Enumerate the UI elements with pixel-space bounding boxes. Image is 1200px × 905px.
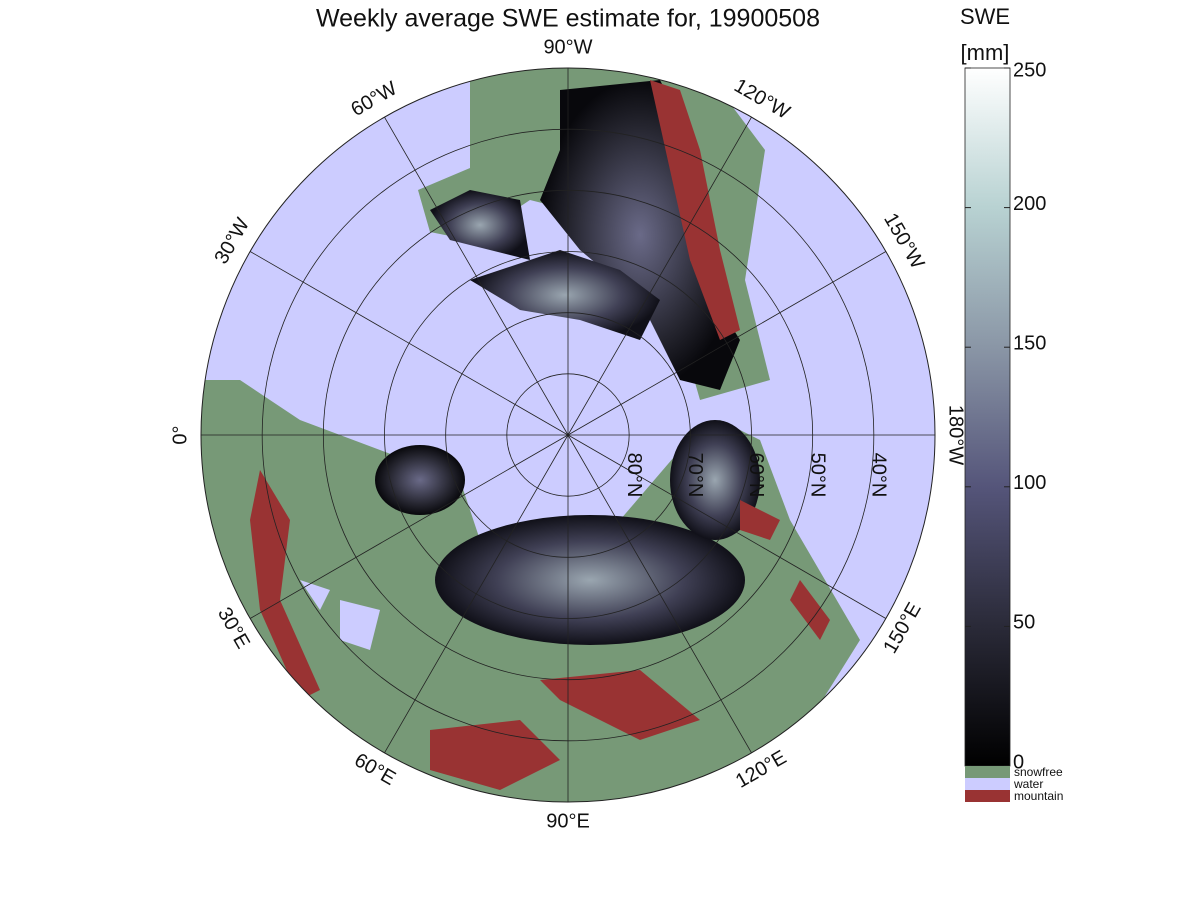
colorbar-tick-label: 0 xyxy=(1013,751,1024,773)
arctic-islands-snow xyxy=(470,250,660,340)
latitude-label: 80°N xyxy=(623,453,645,498)
legend-swatch xyxy=(965,778,1010,790)
colorbar-tick-label: 250 xyxy=(1013,59,1046,81)
map-area xyxy=(201,68,935,802)
colorbar-tick-label: 100 xyxy=(1013,472,1046,494)
map-border xyxy=(200,67,936,803)
longitude-label: 180°W xyxy=(945,405,967,465)
legend-swatch xyxy=(965,766,1010,778)
colorbar-tick-label: 50 xyxy=(1013,612,1035,634)
longitude-label: 0° xyxy=(169,425,191,444)
colorbar-title: SWE xyxy=(960,4,1010,29)
colorbar-tick-label: 150 xyxy=(1013,332,1046,354)
parallel xyxy=(322,189,814,681)
latitude-label: 50°N xyxy=(806,453,828,498)
legend-label: water xyxy=(1013,777,1043,791)
east-siberia-snow xyxy=(670,420,760,540)
parallel xyxy=(261,128,875,742)
latitude-label: 70°N xyxy=(684,453,706,498)
longitude-label: 90°W xyxy=(543,36,592,58)
colorbar-unit: [mm] xyxy=(961,40,1010,65)
parallel xyxy=(506,373,630,497)
parallel xyxy=(384,251,752,619)
legend-swatch xyxy=(965,790,1010,802)
latitude-label: 60°N xyxy=(745,453,767,498)
scandinavia-snow xyxy=(375,445,465,515)
title: Weekly average SWE estimate for, 1990050… xyxy=(316,5,820,33)
lake-patches xyxy=(300,580,380,650)
legend-label: mountain xyxy=(1014,789,1063,803)
graticule xyxy=(201,68,935,802)
parallel xyxy=(445,312,691,558)
colorbar xyxy=(964,67,1011,767)
colorbar-tick-label: 200 xyxy=(1013,193,1046,215)
longitude-label: 90°E xyxy=(546,810,590,832)
siberia-snow xyxy=(435,515,745,645)
latitude-label: 40°N xyxy=(868,453,890,498)
legend-label: snowfree xyxy=(1014,765,1063,779)
hudson-snow xyxy=(430,190,530,260)
